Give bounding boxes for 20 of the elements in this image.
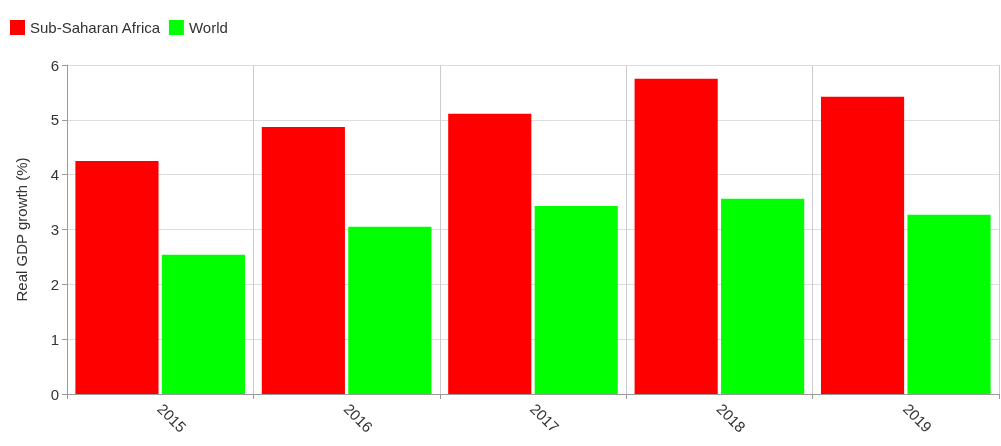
y-tick-label: 5 [50, 111, 59, 129]
bar [907, 214, 991, 394]
y-tick-label: 6 [50, 56, 59, 74]
bar [721, 198, 805, 394]
bar [534, 205, 618, 394]
bar [161, 254, 246, 394]
legend-label: Sub-Saharan Africa [30, 19, 161, 36]
y-tick-label: 2 [50, 275, 59, 293]
bar [820, 96, 905, 394]
y-tick-label: 4 [50, 166, 59, 184]
bar [448, 113, 532, 394]
bar [261, 126, 345, 394]
y-axis-title: Real GDP growth (%) [13, 157, 30, 302]
y-tick-label: 3 [50, 221, 59, 238]
bar [75, 160, 159, 394]
legend-label: World [188, 19, 228, 36]
y-tick-label: 1 [50, 330, 59, 348]
bar [634, 78, 718, 394]
y-tick-label: 0 [50, 385, 59, 403]
bar [348, 226, 432, 394]
